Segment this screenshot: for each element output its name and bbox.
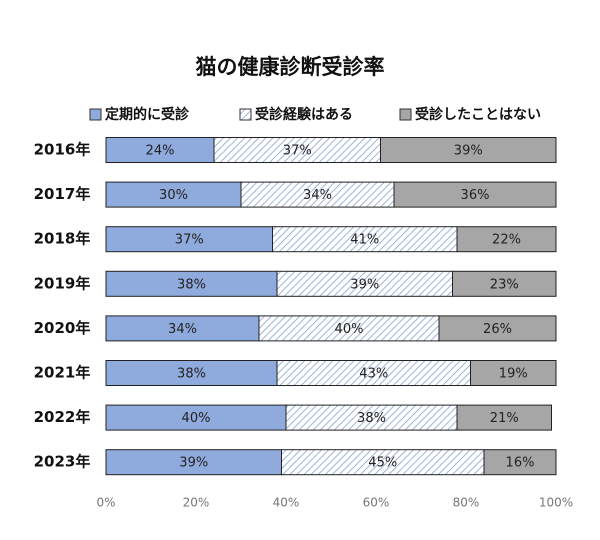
bar-segment	[105, 270, 278, 297]
y-tick-label: 2017年	[34, 185, 91, 203]
chart-title: 猫の健康診断受診率	[196, 55, 385, 79]
data-label: 40%	[335, 322, 364, 337]
bar-segment	[272, 226, 458, 253]
data-label: 40%	[182, 411, 211, 426]
x-tick-label: 100%	[539, 496, 573, 510]
bar-segment	[380, 137, 557, 163]
bar-segment	[285, 404, 458, 431]
legend-swatch	[239, 108, 252, 121]
bar-segment	[105, 360, 278, 386]
data-label: 41%	[350, 233, 379, 248]
bar-segment	[456, 226, 557, 253]
bar-segment	[483, 449, 557, 476]
legend-label: 受診経験はある	[255, 106, 353, 123]
bar-segment	[213, 137, 381, 163]
legend-swatch	[399, 108, 412, 121]
bar-segment	[105, 315, 260, 342]
data-label: 37%	[175, 233, 204, 248]
y-tick-label: 2018年	[34, 230, 91, 248]
legend-label: 受診したことはない	[415, 106, 541, 123]
x-tick-label: 80%	[453, 496, 480, 510]
data-label: 24%	[146, 144, 175, 159]
bar-segment	[281, 449, 485, 476]
data-label: 19%	[499, 367, 528, 382]
data-label: 38%	[177, 277, 206, 292]
bar-segment	[456, 404, 552, 431]
x-tick-label: 0%	[96, 496, 115, 510]
data-label: 36%	[461, 188, 490, 203]
legend-label: 定期的に受診	[105, 106, 190, 123]
data-label: 39%	[454, 144, 483, 159]
bar-segment	[438, 315, 557, 342]
data-label: 43%	[359, 367, 388, 382]
data-label: 39%	[350, 277, 379, 292]
legend-swatch	[89, 108, 102, 121]
bar-segment	[105, 137, 215, 163]
data-label: 26%	[483, 322, 512, 337]
data-label: 22%	[492, 233, 521, 248]
bar-segment	[105, 226, 273, 253]
y-tick-label: 2021年	[34, 364, 91, 382]
data-label: 16%	[506, 456, 535, 471]
data-label: 23%	[490, 277, 519, 292]
y-tick-label: 2023年	[34, 453, 91, 471]
bar-segment	[276, 360, 471, 386]
x-tick-label: 20%	[183, 496, 210, 510]
x-tick-label: 60%	[363, 496, 390, 510]
data-label: 45%	[368, 456, 397, 471]
data-label: 38%	[357, 411, 386, 426]
bar-segment	[105, 449, 282, 476]
data-label: 34%	[303, 188, 332, 203]
y-tick-label: 2020年	[34, 319, 91, 337]
bar-segment	[240, 181, 395, 208]
y-tick-label: 2019年	[34, 274, 91, 292]
data-label: 39%	[179, 456, 208, 471]
y-tick-label: 2022年	[34, 408, 91, 426]
data-label: 30%	[159, 188, 188, 203]
bar-segment	[452, 270, 557, 297]
data-label: 21%	[490, 411, 519, 426]
data-label: 37%	[283, 144, 312, 159]
bar-segment	[393, 181, 557, 208]
bar-segment	[258, 315, 440, 342]
x-tick-label: 40%	[273, 496, 300, 510]
y-tick-label: 2016年	[34, 141, 91, 159]
bar-segment	[470, 360, 557, 386]
bar-segment	[105, 404, 287, 431]
data-label: 38%	[177, 367, 206, 382]
data-label: 34%	[168, 322, 197, 337]
